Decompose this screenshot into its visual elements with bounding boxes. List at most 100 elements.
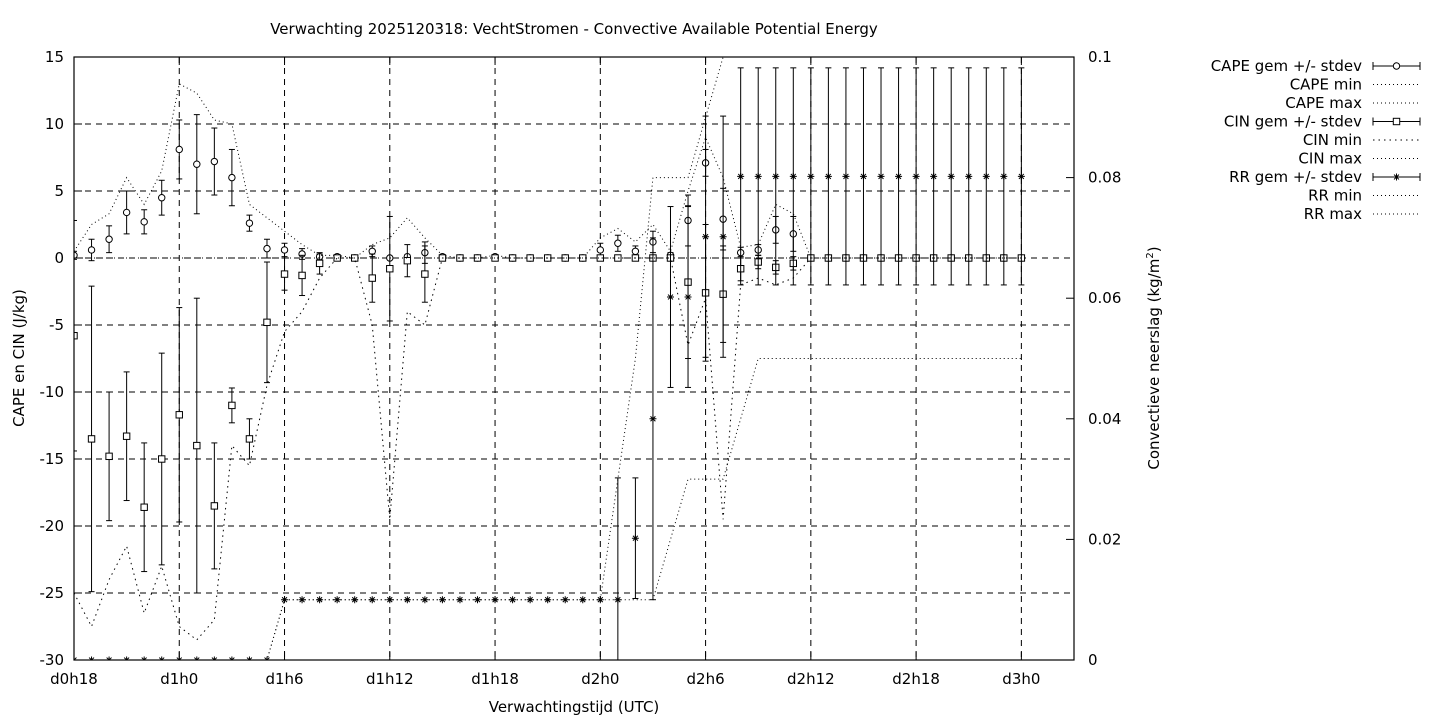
legend-marker-rr-gem-stdev xyxy=(1393,173,1400,181)
rr-gem-stdev-marker xyxy=(438,596,446,604)
rr-gem-stdev-point xyxy=(281,596,289,604)
rr-gem-stdev-marker xyxy=(351,596,359,604)
rr-gem-stdev-marker xyxy=(824,172,832,180)
y-tick-label: -20 xyxy=(40,517,65,535)
rr-gem-stdev-marker xyxy=(1017,172,1025,180)
rr-gem-stdev-marker xyxy=(737,172,745,180)
y-tick-label: -5 xyxy=(49,316,64,334)
rr-gem-stdev-point xyxy=(509,596,517,604)
rr-gem-stdev-point xyxy=(438,596,446,604)
legend-label-cape-min: CAPE min xyxy=(1290,76,1362,94)
y-tick-label: -10 xyxy=(40,383,65,401)
rr-gem-stdev-marker xyxy=(368,596,376,604)
cape-gem-stdev-point xyxy=(87,238,96,262)
y-tick-label: 10 xyxy=(45,115,64,133)
rr-gem-stdev-marker xyxy=(877,172,885,180)
y-tick-label: 5 xyxy=(54,182,64,200)
y-tick-label: -30 xyxy=(40,651,65,669)
rr-gem-stdev-marker xyxy=(579,596,587,604)
rr-gem-stdev-marker xyxy=(526,596,534,604)
y2-tick-label: 0.02 xyxy=(1088,530,1121,548)
x-tick-label: d1h6 xyxy=(265,670,303,688)
rr-gem-stdev-point xyxy=(807,67,815,286)
cin-gem-stdev-marker xyxy=(105,452,113,461)
cin-gem-stdev-marker xyxy=(421,270,429,278)
x-tick-label: d2h12 xyxy=(787,670,835,688)
legend-marker-cape-gem-stdev xyxy=(1392,62,1401,70)
cin-gem-stdev-point xyxy=(158,352,166,566)
rr-gem-stdev-marker xyxy=(947,172,955,180)
rr-gem-stdev-marker xyxy=(772,172,780,180)
series-layer xyxy=(74,57,1026,660)
cape-gem-stdev-point xyxy=(263,238,271,259)
y-axis-left: 15 10 5 0 -5 -10 -15 -20 -25 -30 xyxy=(40,48,82,669)
rr-gem-stdev-point xyxy=(965,67,973,286)
cin-gem-stdev-marker xyxy=(158,455,166,463)
rr-gem-stdev-point xyxy=(982,67,990,286)
y-tick-label: 15 xyxy=(45,48,64,66)
legend-label-rr-gem-stdev: RR gem +/- stdev xyxy=(1229,168,1362,186)
rr-gem-stdev-marker xyxy=(912,172,920,180)
cin-gem-stdev-marker xyxy=(210,502,219,510)
rr-gem-stdev-marker xyxy=(859,172,867,180)
rr-gem-stdev-point xyxy=(649,237,657,601)
rr-gem-stdev-marker xyxy=(316,596,324,604)
cin-gem-stdev-marker xyxy=(333,254,341,262)
cape-gem-stdev-marker xyxy=(631,247,640,256)
cin-gem-stdev-marker xyxy=(614,254,622,262)
x-tick-label: d1h0 xyxy=(160,670,198,688)
cin-gem-stdev-point xyxy=(140,442,148,573)
rr-gem-stdev-point xyxy=(544,596,552,604)
rr-gem-stdev-point xyxy=(666,206,674,388)
cin-gem-stdev-point xyxy=(105,391,113,522)
rr-gem-stdev-marker xyxy=(842,172,850,180)
rr-gem-stdev-point xyxy=(877,67,885,286)
legend-label-cin-min: CIN min xyxy=(1303,131,1362,149)
cin-gem-stdev-marker xyxy=(386,265,394,273)
rr-gem-stdev-point xyxy=(930,67,938,286)
rr-gem-stdev-marker xyxy=(544,596,552,604)
cape-gem-stdev-point xyxy=(228,148,236,207)
rr-gem-stdev-marker xyxy=(403,596,411,604)
rr-gem-stdev-marker xyxy=(456,596,464,604)
rr-gem-stdev-point xyxy=(684,206,692,388)
cape-gem-stdev-point xyxy=(158,179,166,216)
rr-gem-stdev-point xyxy=(526,596,534,604)
rr-gem-stdev-marker xyxy=(281,596,289,604)
rr-gem-stdev-point xyxy=(789,67,797,286)
rr-gem-stdev-point xyxy=(772,67,780,286)
cape-gem-stdev-marker xyxy=(228,173,236,182)
rr-max-line xyxy=(74,57,1022,660)
rr-gem-stdev-marker xyxy=(386,596,394,604)
legend-label-cin-gem-stdev: CIN gem +/- stdev xyxy=(1224,113,1362,131)
rr-gem-stdev-marker xyxy=(1000,172,1008,180)
rr-gem-stdev-point xyxy=(1017,67,1025,286)
cin-gem-stdev-marker xyxy=(315,259,324,268)
plot-frame xyxy=(73,56,1075,661)
rr-gem-stdev-point xyxy=(912,67,920,286)
x-tick-label: d2h6 xyxy=(687,670,725,688)
clipped-series xyxy=(74,57,1026,660)
rr-gem-stdev-marker xyxy=(719,233,727,241)
cape-gem-stdev-point xyxy=(280,242,289,258)
rr-gem-stdev-point xyxy=(947,67,955,286)
rr-gem-stdev-point xyxy=(719,115,727,358)
rr-gem-stdev-marker xyxy=(298,596,306,604)
rr-gem-stdev-marker xyxy=(807,172,815,180)
cape-gem-stdev-point xyxy=(245,214,254,232)
rr-gem-stdev-marker xyxy=(596,596,604,604)
cape-gem-stdev-marker xyxy=(596,246,605,254)
rr-gem-stdev-point xyxy=(351,596,359,604)
y2-axis-label-end: ) xyxy=(1145,246,1163,252)
cin-gem-stdev-marker xyxy=(193,441,201,450)
rr-gem-stdev-point xyxy=(824,67,832,286)
cin-gem-stdev-point xyxy=(386,215,394,322)
cin-gem-stdev-point xyxy=(421,245,429,303)
y2-axis-label-main: Convectieve neerslag (kg/m xyxy=(1145,259,1163,470)
cape-gem-stdev-marker xyxy=(122,208,131,217)
cin-gem-stdev-point xyxy=(368,253,376,303)
rr-gem-stdev-point xyxy=(737,67,745,286)
legend-label-cape-gem-stdev: CAPE gem +/- stdev xyxy=(1211,57,1362,75)
